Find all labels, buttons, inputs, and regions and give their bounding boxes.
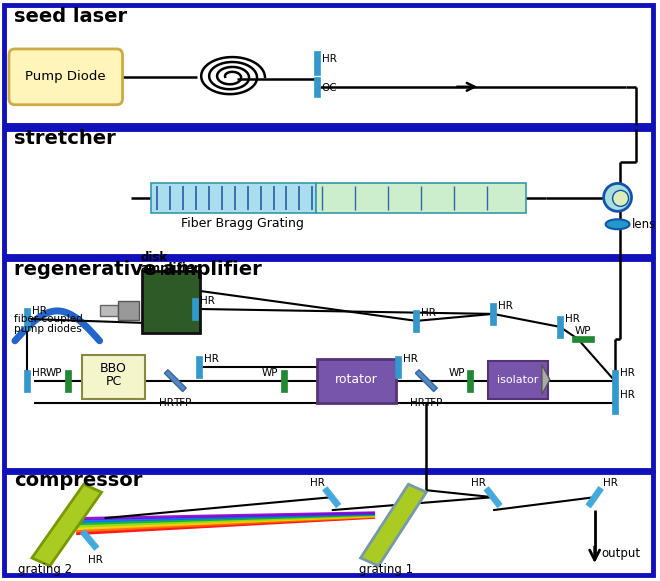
Text: isolator: isolator: [497, 375, 539, 385]
Text: HR: HR: [620, 368, 634, 378]
Text: HR: HR: [403, 354, 418, 364]
Polygon shape: [360, 484, 426, 566]
Circle shape: [612, 191, 628, 206]
Bar: [467, 370, 473, 392]
Bar: [4, 259, 653, 470]
Text: TFP: TFP: [174, 397, 191, 407]
Text: HR: HR: [159, 397, 174, 407]
Text: compressor: compressor: [14, 471, 143, 490]
Bar: [488, 361, 548, 399]
Bar: [415, 370, 437, 392]
Bar: [316, 184, 526, 213]
Text: HR: HR: [32, 306, 47, 316]
Bar: [572, 336, 594, 342]
Text: HR: HR: [620, 390, 634, 400]
Text: rotator: rotator: [335, 373, 378, 386]
Text: disk: disk: [141, 250, 168, 264]
Bar: [143, 271, 200, 333]
Text: WP: WP: [574, 326, 591, 336]
Text: HR: HR: [603, 478, 618, 488]
Text: BBO: BBO: [100, 362, 127, 375]
Text: HR: HR: [498, 301, 513, 311]
Bar: [314, 51, 319, 75]
Text: grating 1: grating 1: [358, 564, 412, 576]
Text: Fiber Bragg Grating: Fiber Bragg Grating: [182, 217, 304, 229]
Ellipse shape: [606, 219, 630, 229]
Text: Pump Diode: Pump Diode: [26, 70, 106, 83]
Bar: [196, 356, 202, 378]
Bar: [323, 487, 341, 508]
Text: regenerative amplifier: regenerative amplifier: [14, 260, 262, 278]
Bar: [395, 356, 401, 378]
Bar: [586, 486, 603, 508]
Text: fiber coupled: fiber coupled: [14, 314, 82, 324]
Text: HR: HR: [471, 478, 486, 488]
Text: WP: WP: [448, 368, 465, 378]
Circle shape: [604, 184, 632, 211]
Bar: [81, 530, 99, 550]
Text: WP: WP: [46, 368, 62, 378]
Text: TFP: TFP: [424, 397, 443, 407]
Text: HR: HR: [200, 296, 215, 306]
Bar: [281, 370, 287, 392]
Text: HR: HR: [411, 397, 425, 407]
Bar: [490, 303, 496, 325]
Text: grating 2: grating 2: [18, 564, 72, 576]
Polygon shape: [32, 484, 102, 566]
Text: WP: WP: [262, 368, 279, 378]
Text: HR: HR: [310, 478, 325, 488]
Text: pump diodes: pump diodes: [14, 324, 82, 334]
Bar: [4, 472, 653, 575]
Bar: [314, 77, 319, 97]
Bar: [117, 301, 139, 320]
Text: amplifier: amplifier: [141, 261, 200, 275]
Bar: [612, 392, 618, 414]
FancyBboxPatch shape: [9, 49, 123, 105]
Bar: [65, 370, 71, 392]
Text: OC: OC: [321, 83, 337, 93]
Bar: [484, 487, 502, 508]
Text: output: output: [602, 547, 641, 561]
Text: HR: HR: [32, 368, 47, 378]
Text: stretcher: stretcher: [14, 129, 116, 148]
Bar: [612, 370, 618, 392]
Bar: [82, 355, 145, 399]
Bar: [151, 184, 316, 213]
Text: lens: lens: [632, 218, 656, 231]
Text: PC: PC: [106, 375, 121, 388]
Bar: [557, 316, 563, 338]
Text: HR: HR: [204, 354, 219, 364]
Bar: [317, 358, 397, 403]
Bar: [413, 310, 419, 332]
Text: seed laser: seed laser: [14, 6, 127, 26]
Bar: [4, 5, 653, 125]
Text: HR: HR: [88, 555, 102, 565]
Bar: [164, 370, 186, 392]
Bar: [24, 370, 30, 392]
Text: HR: HR: [321, 54, 337, 64]
Bar: [192, 298, 198, 320]
Text: HR: HR: [565, 314, 579, 324]
Polygon shape: [542, 365, 550, 394]
Text: HR: HR: [421, 308, 436, 318]
Bar: [24, 308, 30, 330]
Bar: [100, 305, 117, 316]
Bar: [4, 128, 653, 256]
